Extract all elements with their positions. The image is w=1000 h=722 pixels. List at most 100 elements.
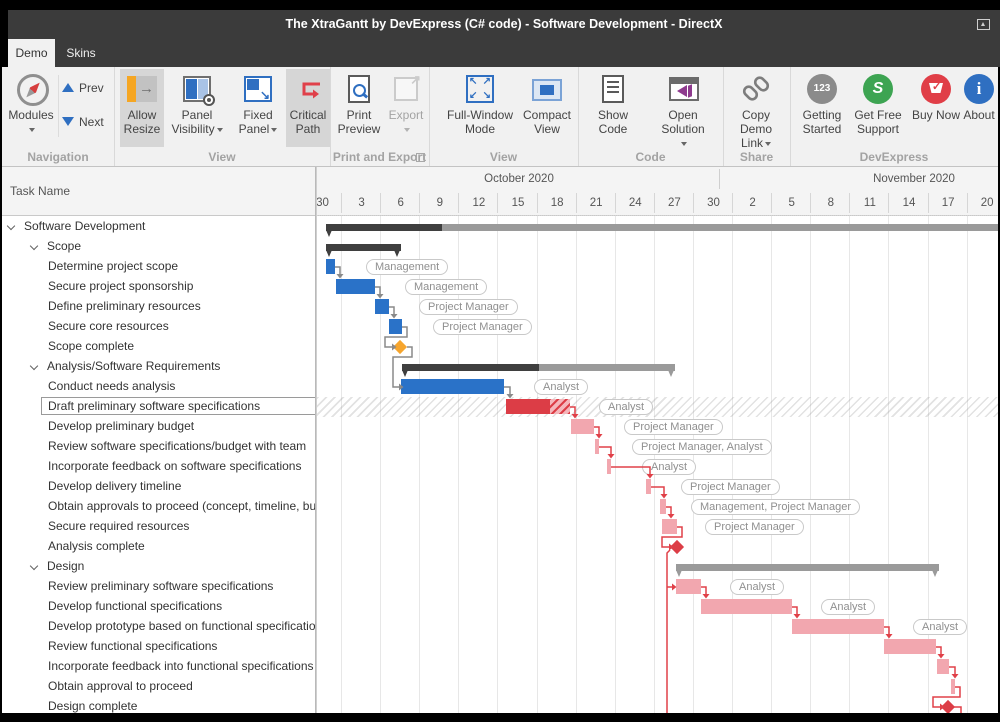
task-row[interactable]: Develop delivery timeline [2,476,315,496]
task-name-label: Obtain approval to proceed [48,679,193,693]
critical-path-button[interactable]: Critical Path [286,69,330,147]
milestone-diamond[interactable] [940,699,956,713]
compact-view-button[interactable]: Compact View [519,69,575,147]
chevron-down-icon[interactable] [29,561,39,571]
milestone-diamond[interactable] [669,539,685,555]
day-tick: 30 [707,197,720,209]
day-tick: 6 [397,197,404,209]
panel-splitter[interactable] [315,167,318,713]
gantt-task-bar[interactable] [937,659,949,674]
resource-label: Management [405,279,488,295]
milestone-diamond[interactable] [392,339,408,355]
modules-button[interactable]: Modules [6,69,56,147]
gantt-task-bar[interactable] [951,679,955,694]
task-row[interactable]: Review software specifications/budget wi… [2,436,315,456]
dialog-launcher-icon[interactable] [416,153,425,162]
gantt-chart-body[interactable]: Management Management Project Manager Proje… [317,215,998,713]
critical-path-icon [302,82,320,99]
print-preview-button[interactable]: Print Preview [334,69,384,147]
gantt-task-bar[interactable] [660,499,666,514]
gantt-summary-bar[interactable] [676,564,939,571]
gantt-task-bar[interactable] [336,279,375,294]
task-name-column-header[interactable]: Task Name [2,167,315,216]
gantt-task-bar[interactable] [792,619,884,634]
gridline [575,216,577,713]
task-row[interactable]: Design [2,556,315,576]
gantt-task-bar[interactable] [506,399,570,414]
task-name-label: Secure required resources [48,519,190,533]
task-row[interactable]: Software Development [2,216,315,236]
task-row[interactable]: Determine project scope [2,256,315,276]
task-row[interactable]: Obtain approval to proceed [2,676,315,696]
gantt-task-bar[interactable] [884,639,936,654]
task-row[interactable]: Incorporate feedback on software specifi… [2,456,315,476]
chevron-down-icon[interactable] [29,241,39,251]
task-row[interactable]: Secure project sponsorship [2,276,315,296]
gantt-task-bar[interactable] [701,599,792,614]
month-header-row: October 2020 November 2020 [317,167,998,192]
day-tick: 24 [628,197,642,209]
task-row[interactable]: Secure required resources [2,516,315,536]
gantt-task-bar[interactable] [595,439,599,454]
tab-demo[interactable]: Demo [8,39,55,67]
gantt-task-bar[interactable] [326,259,335,274]
gantt-task-bar[interactable] [389,319,402,334]
show-code-button[interactable]: Show Code [584,69,642,147]
day-tick: 2 [749,197,756,209]
summary-end-cap [394,250,400,257]
task-row[interactable]: Conduct needs analysis [2,376,315,396]
gantt-task-bar[interactable] [607,459,611,474]
task-row[interactable]: Scope [2,236,315,256]
prev-button[interactable]: Prev [62,77,112,99]
task-name-label: Review software specifications/budget wi… [48,439,307,453]
task-row[interactable]: Develop preliminary budget [2,416,315,436]
open-solution-button[interactable]: Open Solution [648,69,718,147]
export-button: ↗ Export [386,69,426,147]
task-row[interactable]: Incorporate feedback into functional spe… [2,656,315,676]
task-row[interactable]: Review preliminary software specificatio… [2,576,315,596]
copy-demo-link-button[interactable]: Copy Demo Link [725,69,787,150]
gantt-task-bar[interactable] [646,479,651,494]
task-row[interactable]: Analysis complete [2,536,315,556]
gantt-task-bar[interactable] [401,379,504,394]
task-row[interactable]: Secure core resources [2,316,315,336]
gantt-task-bar[interactable] [375,299,389,314]
gantt-summary-progress [402,364,539,371]
day-tick: 21 [589,197,603,209]
task-row[interactable]: Develop functional specifications [2,596,315,616]
gantt-summary-bar[interactable] [326,224,998,231]
task-row[interactable]: Scope complete [2,336,315,356]
fixed-panel-button[interactable]: ↘ Fixed Panel [232,69,284,147]
chevron-down-icon[interactable] [6,221,16,231]
get-free-support-button[interactable]: S Get Free Support [850,69,906,147]
full-window-mode-button[interactable]: ↖ ↗ ↙ ↘ Full-Window Mode [447,75,514,136]
ribbon-group-print-export: Print Preview ↗ Export Print and Export [330,67,430,166]
gridline [732,216,733,713]
month-separator [719,169,720,189]
chevron-down-icon[interactable] [29,361,39,371]
tab-skins[interactable]: Skins [66,46,96,60]
task-row[interactable]: Obtain approvals to proceed (concept, ti… [2,496,315,516]
buy-now-button[interactable]: ✓ Buy Now [910,69,962,147]
panel-visibility-button[interactable]: Panel Visibility [166,69,228,147]
gantt-task-bar[interactable] [676,579,701,594]
group-caption: Navigation [27,150,89,164]
allow-resize-button[interactable]: → Allow Resize [120,69,164,147]
day-separator [810,193,812,213]
task-row[interactable]: Define preliminary resources [2,296,315,316]
day-tick: 20 [980,197,994,209]
task-row[interactable]: Develop prototype based on functional sp… [2,616,315,636]
task-row[interactable]: Analysis/Software Requirements [2,356,315,376]
task-row[interactable]: Review functional specifications [2,636,315,656]
task-name-label: Develop delivery timeline [48,479,182,493]
getting-started-button[interactable]: 123 Getting Started [796,69,848,147]
gantt-task-bar[interactable] [662,519,677,534]
fullscreen-icon[interactable] [977,19,990,30]
gantt-task-bar[interactable] [571,419,594,434]
task-name-label: Draft preliminary software specification… [48,399,261,413]
task-row[interactable]: Design complete [2,696,315,713]
about-button[interactable]: i About [962,69,996,147]
gridline [458,216,460,713]
task-row[interactable]: Draft preliminary software specification… [2,396,315,416]
next-button[interactable]: Next [62,111,112,133]
